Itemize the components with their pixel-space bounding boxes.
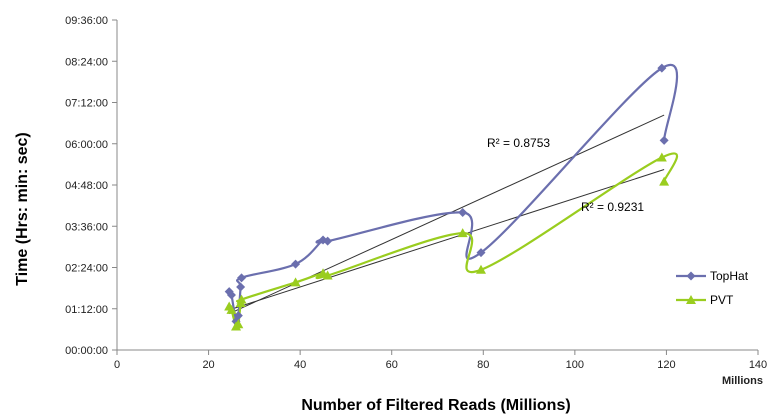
data-point-tophat <box>323 236 333 246</box>
data-point-tophat <box>458 208 468 217</box>
legend-marker-pvt <box>686 295 696 304</box>
data-point-tophat <box>476 248 486 258</box>
data-point-tophat <box>659 135 669 145</box>
data-point-pvt <box>226 304 237 314</box>
y-axis-title: Time (Hrs: min: sec) <box>14 132 31 286</box>
data-point-tophat <box>237 273 247 283</box>
x-tick-label: 80 <box>477 359 489 371</box>
trendline-pvt <box>229 169 665 311</box>
series-line-pvt <box>228 152 678 330</box>
legend: TopHat PVT <box>676 269 749 307</box>
y-tick-label: 07:12:00 <box>65 98 108 110</box>
data-point-tophat <box>657 63 667 73</box>
legend-label-pvt: PVT <box>710 293 734 307</box>
data-point-tophat <box>226 290 236 300</box>
data-point-pvt <box>475 264 486 274</box>
r-squared-annotation: R² = 0.9231 <box>581 200 644 214</box>
markers-layer <box>224 63 670 331</box>
y-tick-label: 08:24:00 <box>65 56 108 68</box>
x-tick-label: 0 <box>114 359 120 371</box>
data-point-pvt <box>656 152 667 162</box>
data-point-pvt <box>659 176 670 186</box>
x-tick-label: 100 <box>566 359 584 371</box>
x-axis-unit-label: Millions <box>722 375 763 387</box>
y-tick-label: 02:24:00 <box>65 263 108 275</box>
x-tick-label: 140 <box>749 359 767 371</box>
legend-marker-tophat <box>686 271 696 281</box>
y-tick-label: 04:48:00 <box>65 180 108 192</box>
x-tick-label: 60 <box>386 359 398 371</box>
axes-layer: 00:00:00 01:12:00 02:24:00 03:36:00 04:48:00… <box>65 15 767 371</box>
legend-label-tophat: TopHat <box>710 269 749 283</box>
x-tick-label: 20 <box>202 359 214 371</box>
data-point-tophat <box>291 259 301 269</box>
r-squared-annotation: R² = 0.8753 <box>487 136 550 150</box>
y-tick-label: 03:36:00 <box>65 221 108 233</box>
x-tick-label: 120 <box>657 359 675 371</box>
data-point-tophat <box>236 282 246 292</box>
data-point-pvt <box>236 294 247 304</box>
y-tick-label: 09:36:00 <box>65 15 108 27</box>
data-point-pvt <box>322 270 333 280</box>
data-point-pvt <box>233 319 244 329</box>
x-axis-title: Number of Filtered Reads (Millions) <box>301 397 570 414</box>
y-tick-label: 01:12:00 <box>65 304 108 316</box>
data-point-pvt <box>457 228 468 238</box>
y-tick-label: 06:00:00 <box>65 139 108 151</box>
x-tick-label: 40 <box>294 359 306 371</box>
data-point-pvt <box>290 277 301 287</box>
y-tick-label: 00:00:00 <box>65 345 108 357</box>
text-layer: Number of Filtered Reads (Millions) Mill… <box>14 132 763 414</box>
